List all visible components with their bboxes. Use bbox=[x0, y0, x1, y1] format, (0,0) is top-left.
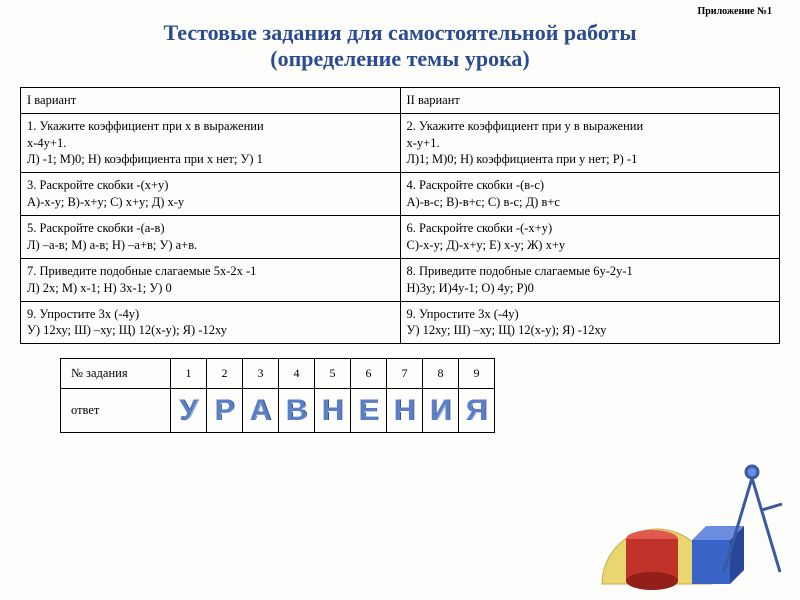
title-line-2: (определение темы урока) bbox=[270, 46, 529, 71]
task-num: 8 bbox=[423, 359, 459, 389]
cell-1-2: 2. Укажите коэффициент при у в выражении… bbox=[400, 113, 780, 173]
page-title: Тестовые задания для самостоятельной раб… bbox=[0, 0, 800, 77]
answer-letter: Н bbox=[315, 389, 351, 433]
cell-3-2: 6. Раскройте скобки -(-х+у)С)-х-у; Д)-х+… bbox=[400, 216, 780, 259]
answer-letter: А bbox=[243, 389, 279, 433]
table-row: 3. Раскройте скобки -(х+у)А)-х-у; В)-х+у… bbox=[21, 173, 780, 216]
answer-letter: Е bbox=[351, 389, 387, 433]
cell-5-1: 9. Упростите 3х (-4у)У) 12ху; Ш) –ху; Щ)… bbox=[21, 301, 401, 344]
table-row: 1. Укажите коэффициент при х в выражении… bbox=[21, 113, 780, 173]
task-num: 9 bbox=[459, 359, 495, 389]
cell-2-1: 3. Раскройте скобки -(х+у)А)-х-у; В)-х+у… bbox=[21, 173, 401, 216]
task-num: 6 bbox=[351, 359, 387, 389]
cell-4-2: 8. Приведите подобные слагаемые 6у-2у-1Н… bbox=[400, 258, 780, 301]
task-num: 2 bbox=[207, 359, 243, 389]
answer-letter: В bbox=[279, 389, 315, 433]
task-num: 5 bbox=[315, 359, 351, 389]
task-num: 1 bbox=[171, 359, 207, 389]
answer-letter: У bbox=[171, 389, 207, 433]
cell-4-1: 7. Приведите подобные слагаемые 5х-2х -1… bbox=[21, 258, 401, 301]
variant-1-header: I вариант bbox=[21, 87, 401, 113]
answer-letter: Н bbox=[387, 389, 423, 433]
task-num: 4 bbox=[279, 359, 315, 389]
table-row: 9. Упростите 3х (-4у)У) 12ху; Ш) –ху; Щ)… bbox=[21, 301, 780, 344]
table-row: 5. Раскройте скобки -(а-в)Л) –а-в; М) а-… bbox=[21, 216, 780, 259]
table-row: № задания 1 2 3 4 5 6 7 8 9 bbox=[61, 359, 495, 389]
table-row: 7. Приведите подобные слагаемые 5х-2х -1… bbox=[21, 258, 780, 301]
table-row: I вариант II вариант bbox=[21, 87, 780, 113]
cell-5-2: 9. Упростите 3х (-4у)У) 12ху; Ш) –ху; Щ)… bbox=[400, 301, 780, 344]
answer-letter: Я bbox=[459, 389, 495, 433]
task-num: 7 bbox=[387, 359, 423, 389]
variant-2-header: II вариант bbox=[400, 87, 780, 113]
answer-label: ответ bbox=[61, 389, 171, 433]
tasks-table: I вариант II вариант 1. Укажите коэффици… bbox=[20, 87, 780, 345]
task-number-label: № задания bbox=[61, 359, 171, 389]
cell-3-1: 5. Раскройте скобки -(а-в)Л) –а-в; М) а-… bbox=[21, 216, 401, 259]
task-num: 3 bbox=[243, 359, 279, 389]
answer-letter: Р bbox=[207, 389, 243, 433]
title-line-1: Тестовые задания для самостоятельной раб… bbox=[163, 20, 636, 45]
attachment-label: Приложение №1 bbox=[697, 6, 772, 17]
table-row: ответ У Р А В Н Е Н И Я bbox=[61, 389, 495, 433]
cell-2-2: 4. Раскройте скобки -(в-с)А)-в-с; В)-в+с… bbox=[400, 173, 780, 216]
cell-1-1: 1. Укажите коэффициент при х в выражении… bbox=[21, 113, 401, 173]
geometry-art-icon bbox=[592, 444, 792, 594]
answer-letter: И bbox=[423, 389, 459, 433]
answers-table: № задания 1 2 3 4 5 6 7 8 9 ответ У Р А … bbox=[60, 358, 495, 433]
